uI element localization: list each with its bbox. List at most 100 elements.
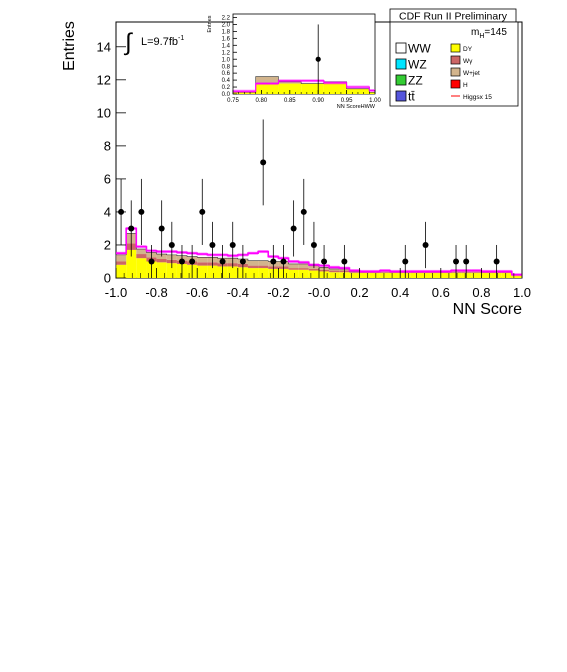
main-bar-wjet [197, 257, 208, 263]
main-bar-dy [369, 273, 380, 278]
main-data-point [128, 225, 135, 232]
main-bar-dy [501, 273, 512, 278]
main-bar-wjet [116, 254, 127, 262]
main-x-tick-label: 0.4 [391, 285, 409, 300]
main-bar-dy [379, 273, 391, 278]
legend-label: Wγ [463, 58, 473, 65]
legend-label: tt̄ [408, 90, 415, 104]
main-bar-dy [410, 273, 421, 278]
main-y-tick-label: 14 [97, 39, 111, 54]
main-bar-dy [116, 264, 127, 278]
main-y-tick-label: 12 [97, 72, 111, 87]
legend-swatch [450, 79, 461, 89]
legend-label: WW [408, 42, 431, 56]
inset-signal-band [255, 82, 279, 86]
main-bar-w [410, 272, 421, 274]
legend-swatch [395, 58, 407, 70]
main-y-tick-label: 4 [104, 204, 111, 219]
legend-swatch [450, 43, 461, 53]
inset-bar-dy [323, 83, 347, 94]
main-y-tick-label: 0 [104, 271, 111, 286]
main-x-tick-label: 0.6 [432, 285, 450, 300]
main-bar-dy [227, 266, 238, 278]
main-bar-w [481, 272, 492, 274]
inset-signal-band [233, 89, 256, 93]
main-bar-w [329, 270, 340, 273]
main-signal-band [390, 269, 401, 273]
main-y-axis-label: Entries [61, 21, 78, 71]
inset-y-tick-label: 0.4 [222, 78, 231, 84]
inset-signal-band [301, 79, 324, 83]
main-data-points [118, 119, 500, 278]
main-bar-dy [197, 265, 208, 278]
integral-sign: ∫ [123, 29, 133, 56]
main-y-tick-label: 6 [104, 171, 111, 186]
mass-label-value: =145 [484, 27, 507, 38]
title-box: CDF Run II Preliminary [389, 8, 517, 23]
inset-bar-dy [278, 83, 302, 94]
main-bar-wjet [156, 254, 167, 260]
main-y-tick-label: 2 [104, 238, 111, 253]
main-data-point [270, 258, 277, 265]
main-data-point [148, 258, 155, 265]
main-data-point [453, 258, 460, 265]
main-bar-wjet [288, 263, 299, 269]
inset-x-tick-label: 0.80 [256, 98, 268, 104]
legend-swatch [395, 74, 407, 86]
inset-bar-dy [346, 88, 370, 94]
main-signal-band [379, 269, 391, 273]
main-bar-dy [430, 273, 441, 278]
main-bar-w [197, 262, 208, 266]
main-data-point [310, 241, 317, 248]
main-bar-w [430, 272, 441, 274]
main-x-tick-label: -1.0 [105, 285, 127, 300]
main-bar-wjet [136, 249, 147, 255]
mass-label-m: m [471, 27, 479, 38]
main-data-point [199, 208, 206, 215]
main-bar-w [116, 261, 127, 265]
main-data-point [422, 241, 429, 248]
main-data-point [239, 258, 246, 265]
main-signal-band [298, 260, 309, 264]
main-data-point [260, 159, 267, 166]
main-bar-dy [288, 269, 299, 278]
main-x-tick-label: -0.0 [308, 285, 330, 300]
main-signal-band [349, 269, 360, 273]
inset-signal-band [278, 79, 302, 83]
main-data-point [290, 225, 297, 232]
main-x-tick-label: 0.8 [472, 285, 490, 300]
main-bar-dy [440, 273, 451, 278]
legend-swatch [450, 55, 461, 65]
luminosity-exponent: -1 [178, 35, 184, 42]
main-data-point [209, 241, 216, 248]
legend-swatch [395, 90, 407, 102]
inset-y-tick-label: 0.8 [222, 64, 231, 70]
chart-title: CDF Run II Preliminary [399, 11, 508, 23]
main-x-tick-label: -0.2 [267, 285, 289, 300]
main-bar-w [471, 272, 482, 274]
inset-y-axis-label: Entries [207, 15, 213, 32]
main-data-point [178, 258, 185, 265]
main-signal-band [116, 251, 127, 255]
inset-x-tick-label: 0.75 [227, 98, 239, 104]
luminosity-label: L=9.7fb-1 [141, 35, 184, 48]
main-bar-dy [166, 263, 177, 278]
main-bar-w [308, 268, 319, 271]
inset-y-tick-label: 1.8 [222, 29, 231, 35]
main-data-point [229, 241, 236, 248]
main-bar-dy [136, 258, 147, 278]
inset-bar-wjet [255, 76, 279, 84]
legend-frame [389, 21, 519, 107]
inset-y-tick-label: 0.6 [222, 71, 231, 77]
inset-signal-band [323, 81, 347, 85]
main-bar-dy [308, 270, 319, 278]
inset-y-axis: 0.00.20.40.60.81.01.21.41.61.82.02.2 [222, 16, 237, 98]
mass-label: mH=145 [471, 27, 507, 40]
inset-x-tick-label: 1.00 [369, 98, 381, 104]
main-data-point [341, 258, 348, 265]
main-signal-band [136, 245, 147, 249]
main-bar-dy [390, 273, 401, 278]
inset-x-tick-label: 0.85 [284, 98, 296, 104]
main-bar-wjet [471, 270, 482, 273]
main-bar-w [349, 272, 360, 274]
